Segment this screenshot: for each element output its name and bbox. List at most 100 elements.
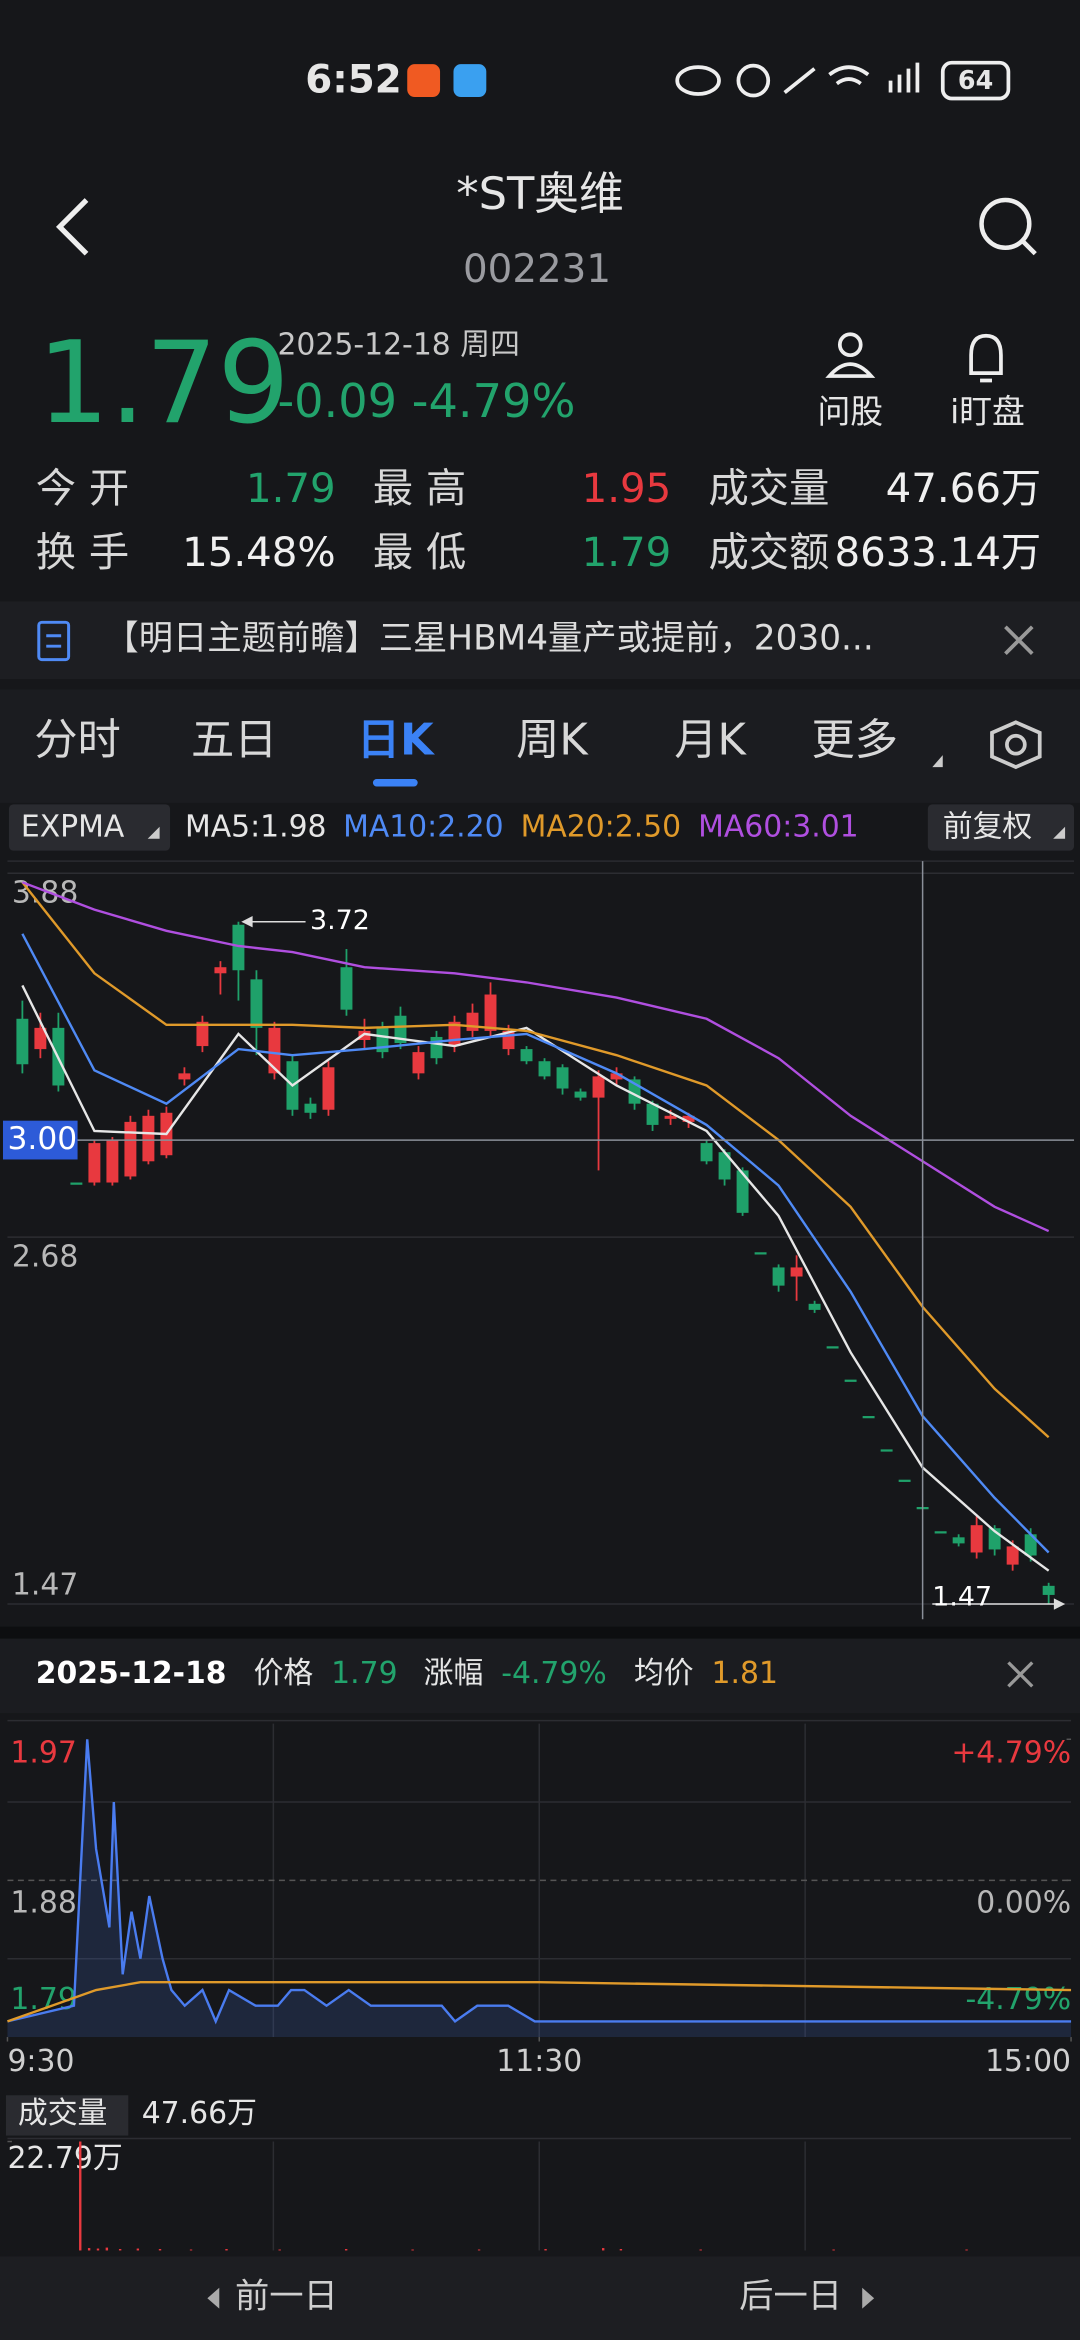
tab[interactable]: 更多 — [812, 716, 898, 766]
candle-body — [790, 1267, 803, 1277]
candle-body — [340, 967, 353, 1010]
adjust-select[interactable] — [927, 804, 1075, 851]
legend-value: -4.79% — [501, 1656, 607, 1691]
volume-label-bg — [5, 2095, 129, 2136]
volume-bar — [344, 2249, 348, 2251]
series-line — [7, 1739, 1072, 2025]
candle-body — [556, 1067, 569, 1089]
price-area — [7, 1739, 1072, 2038]
candle-body — [1024, 1534, 1037, 1556]
ma-line — [21, 933, 1050, 1554]
candle-body — [16, 1018, 29, 1065]
action-label[interactable]: 问股 — [817, 393, 883, 431]
stat-label: 最 高 — [373, 466, 466, 512]
indicator-value: MA10:2.20 — [343, 810, 504, 845]
bottom-nav — [0, 2256, 1080, 2340]
volume-bar — [87, 2248, 91, 2251]
close-news[interactable] — [1004, 625, 1034, 655]
candle-body — [718, 1152, 731, 1180]
news-text[interactable]: 【明日主题前瞻】三星HBM4量产或提前，2030... — [104, 619, 873, 659]
adjust-label: 前复权 — [943, 810, 1032, 845]
header-bg — [0, 1638, 1080, 1714]
candle-body — [880, 1449, 893, 1452]
crosshair-label: 3.00 — [7, 1121, 77, 1157]
candle-body — [142, 1115, 155, 1162]
tab[interactable]: 日K — [357, 716, 435, 766]
status-time: 6:52 — [305, 58, 401, 103]
y-tick-label: 22.79万 — [7, 2141, 122, 2176]
candle-body — [70, 1182, 83, 1185]
stat-value: 47.66万 — [886, 466, 1042, 512]
candle-body — [646, 1103, 659, 1125]
volume-bar — [96, 2248, 100, 2251]
candle-body — [736, 1170, 749, 1213]
candle-body — [430, 1036, 443, 1059]
volume-bar — [832, 2249, 835, 2251]
indicator-value: MA5:1.98 — [185, 810, 327, 845]
tab[interactable]: 月K — [674, 716, 747, 766]
close-button[interactable] — [1007, 1661, 1034, 1688]
next-day[interactable]: 后一日 — [739, 2277, 842, 2317]
candle-body — [520, 1049, 533, 1062]
candle-body — [394, 1015, 407, 1044]
stat-value: 15.48% — [182, 530, 336, 576]
x-tick-label: 9:30 — [7, 2044, 74, 2079]
candle-body — [250, 979, 263, 1028]
stat-label: 换 手 — [36, 530, 129, 576]
candle-body — [592, 1076, 605, 1098]
tab[interactable]: 五日 — [191, 716, 277, 766]
legend-label: 涨幅 — [424, 1656, 484, 1691]
tab-bar — [0, 689, 1080, 803]
candle-body — [268, 1027, 281, 1074]
volume-bar — [225, 2249, 228, 2251]
indicator-value: MA20:2.50 — [521, 810, 682, 845]
volume-bar — [118, 2249, 122, 2251]
volume-bar — [105, 2247, 109, 2251]
y-tick-label: 1.88 — [10, 1886, 76, 1921]
volume-bar — [544, 2249, 547, 2251]
candle-body — [844, 1379, 857, 1382]
candle-body — [574, 1091, 587, 1098]
news-icon — [37, 620, 71, 662]
ma-line — [21, 881, 1050, 1233]
search-button[interactable] — [979, 197, 1037, 256]
settings-button[interactable] — [990, 720, 1042, 770]
volume-bar — [158, 2249, 162, 2251]
volume-bar — [619, 2249, 623, 2251]
candle-body — [898, 1479, 911, 1482]
notif-icon — [453, 64, 487, 98]
last-price: 1.79 — [37, 317, 289, 449]
volume-bar — [601, 2248, 605, 2251]
volume-bar — [411, 2249, 414, 2251]
candle-body — [664, 1115, 677, 1119]
candle-body — [952, 1537, 965, 1544]
stat-value: 8633.14万 — [834, 530, 1041, 576]
action-label[interactable]: i盯盘 — [950, 393, 1025, 431]
candle-body — [466, 1012, 479, 1031]
candle-body — [304, 1103, 317, 1113]
volume-bar — [79, 2141, 82, 2251]
legend-label: 价格 — [254, 1656, 314, 1691]
volume-bar — [136, 2248, 140, 2251]
volume-bar — [699, 2249, 702, 2251]
prev-day[interactable]: 前一日 — [235, 2277, 338, 2317]
candle-body — [34, 1027, 47, 1050]
candle-body — [106, 1140, 119, 1183]
tab[interactable]: 分时 — [34, 716, 120, 766]
tab[interactable]: 周K — [516, 716, 589, 766]
candle-body — [322, 1067, 335, 1110]
annotation-arrow — [932, 1598, 1066, 1610]
notif-icon — [407, 64, 441, 98]
indicator-select[interactable] — [8, 804, 171, 851]
candle-body — [412, 1052, 425, 1074]
candle-body — [970, 1525, 983, 1553]
chart-title: 成交量 — [18, 2096, 107, 2131]
stat-label: 今 开 — [36, 466, 129, 512]
back-button[interactable] — [55, 198, 89, 256]
candle-body — [772, 1267, 785, 1286]
volume-bar — [965, 2249, 968, 2251]
candle-body — [448, 1021, 461, 1047]
news-bar[interactable] — [0, 601, 1080, 680]
